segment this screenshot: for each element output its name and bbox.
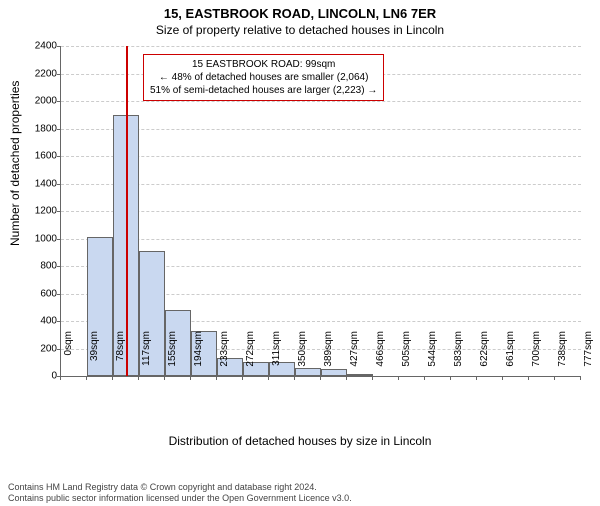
y-tick-mark: [57, 294, 61, 295]
gridline: [61, 211, 581, 212]
y-tick-label: 400: [27, 316, 57, 327]
y-tick-mark: [57, 211, 61, 212]
chart-container: Number of detached properties 0200400600…: [0, 46, 600, 456]
x-tick-label: 505sqm: [401, 331, 412, 381]
footer-line1: Contains HM Land Registry data © Crown c…: [8, 482, 352, 493]
y-tick-mark: [57, 239, 61, 240]
y-tick-mark: [57, 184, 61, 185]
y-tick-label: 1600: [27, 151, 57, 162]
x-tick-label: 700sqm: [531, 331, 542, 381]
x-tick-label: 777sqm: [583, 331, 594, 381]
x-tick-label: 155sqm: [167, 331, 178, 381]
x-tick-mark: [294, 376, 295, 380]
x-tick-label: 661sqm: [505, 331, 516, 381]
gridline: [61, 101, 581, 102]
x-tick-label: 622sqm: [479, 331, 490, 381]
x-tick-mark: [580, 376, 581, 380]
gridline: [61, 184, 581, 185]
x-tick-label: 272sqm: [245, 331, 256, 381]
y-tick-mark: [57, 74, 61, 75]
y-tick-label: 1800: [27, 123, 57, 134]
gridline: [61, 129, 581, 130]
y-tick-label: 1200: [27, 206, 57, 217]
y-tick-mark: [57, 46, 61, 47]
x-tick-mark: [112, 376, 113, 380]
y-axis-label: Number of detached properties: [8, 81, 22, 246]
x-tick-mark: [268, 376, 269, 380]
x-tick-mark: [502, 376, 503, 380]
y-tick-label: 800: [27, 261, 57, 272]
x-tick-mark: [346, 376, 347, 380]
y-tick-label: 2400: [27, 41, 57, 52]
x-tick-mark: [372, 376, 373, 380]
y-tick-mark: [57, 156, 61, 157]
y-tick-mark: [57, 129, 61, 130]
y-tick-label: 1000: [27, 233, 57, 244]
x-tick-mark: [216, 376, 217, 380]
footer-line2: Contains public sector information licen…: [8, 493, 352, 504]
info-box-line2: ← 48% of detached houses are smaller (2,…: [150, 71, 377, 84]
x-tick-label: 39sqm: [89, 331, 100, 381]
x-tick-label: 311sqm: [271, 331, 282, 381]
x-tick-mark: [528, 376, 529, 380]
x-tick-label: 389sqm: [323, 331, 334, 381]
y-tick-label: 2000: [27, 96, 57, 107]
x-tick-mark: [190, 376, 191, 380]
x-tick-label: 117sqm: [141, 331, 152, 381]
x-tick-label: 466sqm: [375, 331, 386, 381]
y-tick-mark: [57, 321, 61, 322]
y-tick-label: 200: [27, 343, 57, 354]
x-tick-label: 0sqm: [63, 331, 74, 381]
x-tick-label: 194sqm: [193, 331, 204, 381]
info-box: 15 EASTBROOK ROAD: 99sqm← 48% of detache…: [143, 54, 384, 101]
x-tick-mark: [476, 376, 477, 380]
info-box-line1: 15 EASTBROOK ROAD: 99sqm: [150, 58, 377, 71]
x-tick-label: 350sqm: [297, 331, 308, 381]
x-tick-mark: [242, 376, 243, 380]
x-tick-label: 427sqm: [349, 331, 360, 381]
x-tick-label: 583sqm: [453, 331, 464, 381]
y-tick-label: 1400: [27, 178, 57, 189]
x-tick-mark: [86, 376, 87, 380]
x-tick-mark: [138, 376, 139, 380]
x-tick-label: 738sqm: [557, 331, 568, 381]
x-tick-mark: [450, 376, 451, 380]
property-marker-line: [126, 46, 128, 376]
x-tick-mark: [398, 376, 399, 380]
x-tick-label: 233sqm: [219, 331, 230, 381]
info-box-line3: 51% of semi-detached houses are larger (…: [150, 84, 377, 97]
plot-area: 0200400600800100012001400160018002000220…: [60, 46, 581, 377]
footer-attribution: Contains HM Land Registry data © Crown c…: [8, 482, 352, 504]
y-tick-label: 600: [27, 288, 57, 299]
y-tick-label: 0: [27, 371, 57, 382]
x-tick-mark: [424, 376, 425, 380]
y-tick-mark: [57, 349, 61, 350]
x-tick-mark: [164, 376, 165, 380]
gridline: [61, 46, 581, 47]
y-tick-mark: [57, 266, 61, 267]
page-subtitle: Size of property relative to detached ho…: [0, 23, 600, 37]
y-tick-mark: [57, 101, 61, 102]
x-tick-mark: [554, 376, 555, 380]
x-tick-mark: [60, 376, 61, 380]
x-tick-mark: [320, 376, 321, 380]
y-tick-label: 2200: [27, 68, 57, 79]
page-title: 15, EASTBROOK ROAD, LINCOLN, LN6 7ER: [0, 6, 600, 21]
x-axis-label: Distribution of detached houses by size …: [0, 434, 600, 448]
x-tick-label: 78sqm: [115, 331, 126, 381]
gridline: [61, 156, 581, 157]
gridline: [61, 239, 581, 240]
x-tick-label: 544sqm: [427, 331, 438, 381]
